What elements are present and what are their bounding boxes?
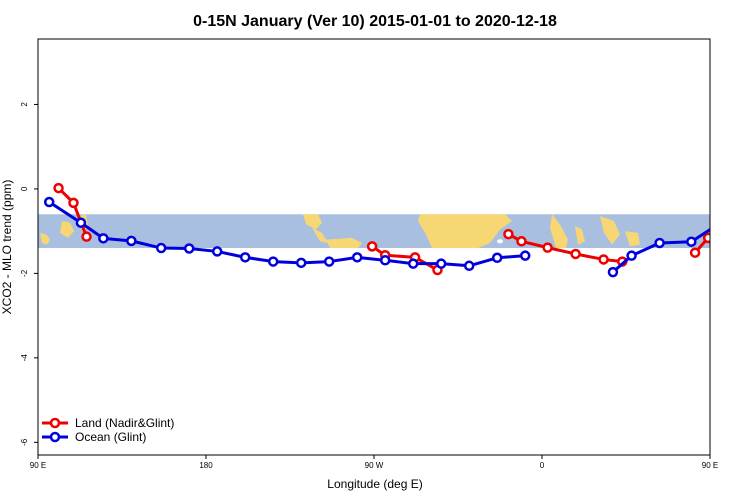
map-land (303, 214, 322, 230)
data-point (126, 235, 137, 247)
data-point (68, 197, 79, 209)
data-point (626, 250, 637, 261)
y-tick-label: 2 (20, 102, 29, 107)
data-point (519, 250, 531, 261)
data-point (81, 231, 92, 242)
data-point (407, 258, 419, 269)
legend: Land (Nadir&Glint)Ocean (Glint) (42, 416, 174, 444)
series-line (693, 233, 710, 254)
y-axis-label: XCO2 - MLO trend (ppm) (0, 180, 14, 315)
data-point (351, 252, 363, 263)
data-point (516, 236, 527, 247)
x-tick-label: 180 (199, 461, 213, 470)
data-point (570, 248, 581, 260)
data-point (295, 257, 307, 269)
data-point (183, 243, 195, 254)
data-point (211, 246, 223, 257)
data-point (689, 247, 701, 258)
map-land (418, 214, 512, 249)
data-point (53, 182, 64, 194)
map-land (312, 227, 328, 243)
x-axis-label: Longitude (deg E) (327, 477, 422, 491)
y-tick-label: -2 (20, 269, 29, 277)
data-point (654, 237, 665, 249)
legend-label: Land (Nadir&Glint) (75, 416, 174, 430)
data-point (75, 217, 87, 228)
data-point (745, 213, 750, 221)
map-land (600, 215, 620, 245)
x-tick-label: 0 (540, 461, 545, 470)
y-tick-label: 0 (20, 186, 29, 191)
legend-label: Ocean (Glint) (75, 430, 146, 444)
data-point (702, 232, 710, 244)
map-lake (497, 239, 503, 244)
data-point (98, 233, 109, 244)
data-point (503, 228, 514, 240)
x-tick-label: 90 E (702, 461, 718, 470)
map-land (60, 221, 74, 238)
x-tick-label: 90 W (365, 461, 384, 470)
data-point (379, 255, 391, 266)
data-point (463, 260, 475, 272)
data-point (607, 266, 619, 278)
y-tick-label: -6 (20, 438, 29, 446)
legend-marker (49, 431, 61, 443)
x-tick-label: 90 E (30, 461, 46, 470)
data-point (239, 252, 251, 263)
data-point (736, 184, 744, 192)
data-point (686, 236, 697, 247)
data-point (43, 196, 55, 208)
data-point (435, 258, 447, 269)
map-land (40, 232, 50, 245)
chart-title: 0-15N January (Ver 10) 2015-01-01 to 202… (193, 13, 557, 30)
data-point (598, 254, 609, 265)
world-map-band (38, 214, 710, 249)
data-point (155, 242, 167, 254)
data-point (267, 256, 279, 267)
map-land (575, 226, 585, 245)
data-point (715, 220, 723, 228)
map-land (625, 231, 640, 247)
data-point (323, 256, 335, 267)
data-point (732, 198, 740, 206)
map-land (550, 214, 568, 249)
legend-marker (49, 417, 61, 429)
data-point (366, 241, 378, 252)
data-point (491, 252, 503, 264)
data-point (723, 214, 731, 222)
map-land (326, 237, 362, 249)
series-ocean (43, 196, 750, 278)
y-tick-label: -4 (20, 354, 29, 362)
data-point (542, 242, 553, 253)
